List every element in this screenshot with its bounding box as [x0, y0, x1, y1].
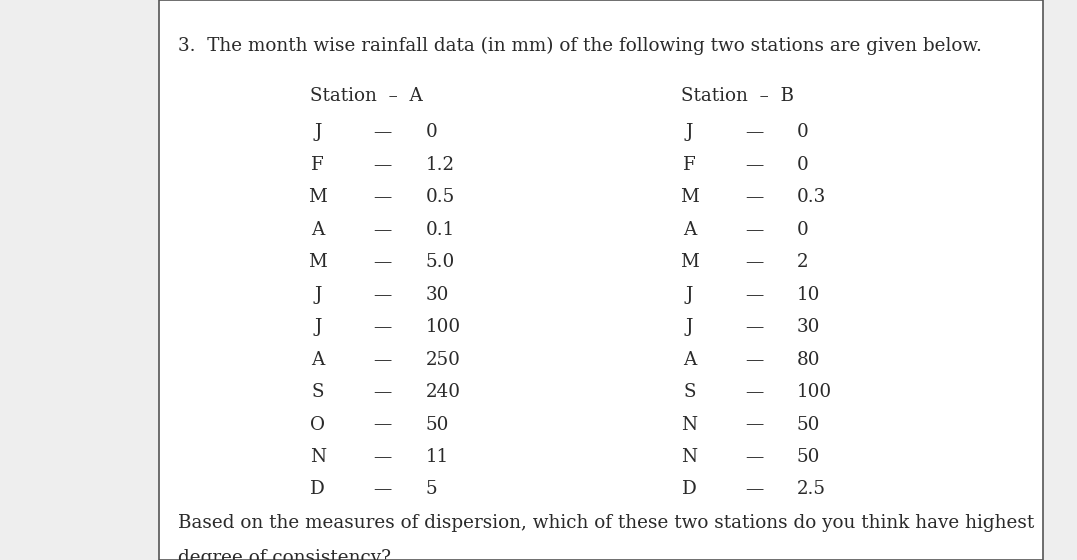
Text: J: J: [686, 286, 693, 304]
Text: A: A: [311, 351, 324, 368]
Text: 50: 50: [797, 416, 821, 433]
Text: 5.0: 5.0: [425, 253, 454, 271]
Text: 0: 0: [797, 123, 809, 141]
Text: O: O: [310, 416, 325, 433]
Text: Station  –  A: Station – A: [310, 87, 422, 105]
Text: 240: 240: [425, 383, 460, 401]
Text: —: —: [745, 286, 763, 304]
Text: 2: 2: [797, 253, 809, 271]
Text: F: F: [683, 156, 696, 174]
Text: —: —: [745, 416, 763, 433]
Text: 1.2: 1.2: [425, 156, 454, 174]
Text: —: —: [374, 480, 391, 498]
Text: —: —: [745, 253, 763, 271]
Text: J: J: [686, 318, 693, 336]
Text: 0: 0: [797, 156, 809, 174]
Text: —: —: [745, 383, 763, 401]
Text: 0.3: 0.3: [797, 188, 826, 206]
Text: —: —: [745, 156, 763, 174]
Text: A: A: [683, 351, 696, 368]
Text: F: F: [311, 156, 324, 174]
Text: —: —: [374, 318, 391, 336]
Text: N: N: [682, 416, 697, 433]
Text: N: N: [682, 448, 697, 466]
Text: J: J: [314, 123, 321, 141]
Text: —: —: [745, 318, 763, 336]
Text: 5: 5: [425, 480, 437, 498]
Text: —: —: [374, 221, 391, 239]
Text: M: M: [308, 188, 327, 206]
Text: 50: 50: [425, 416, 449, 433]
Text: 0: 0: [425, 123, 437, 141]
Text: —: —: [745, 188, 763, 206]
Text: N: N: [310, 448, 325, 466]
Text: A: A: [683, 221, 696, 239]
Text: —: —: [374, 253, 391, 271]
Text: Based on the measures of dispersion, which of these two stations do you think ha: Based on the measures of dispersion, whi…: [178, 514, 1034, 532]
Text: 11: 11: [425, 448, 449, 466]
Text: —: —: [374, 448, 391, 466]
Text: 2.5: 2.5: [797, 480, 826, 498]
FancyBboxPatch shape: [159, 0, 1043, 560]
Text: J: J: [686, 123, 693, 141]
Text: 0.1: 0.1: [425, 221, 454, 239]
Text: —: —: [374, 416, 391, 433]
Text: 30: 30: [797, 318, 821, 336]
Text: 100: 100: [797, 383, 833, 401]
Text: D: D: [682, 480, 697, 498]
Text: M: M: [680, 253, 699, 271]
Text: 3.  The month wise rainfall data (in mm) of the following two stations are given: 3. The month wise rainfall data (in mm) …: [178, 36, 981, 55]
Text: degree of consistency?: degree of consistency?: [178, 549, 391, 560]
Text: S: S: [683, 383, 696, 401]
Text: 100: 100: [425, 318, 461, 336]
Text: —: —: [374, 286, 391, 304]
Text: 0.5: 0.5: [425, 188, 454, 206]
Text: —: —: [745, 221, 763, 239]
Text: 80: 80: [797, 351, 821, 368]
Text: 250: 250: [425, 351, 460, 368]
Text: Station  –  B: Station – B: [682, 87, 794, 105]
Text: —: —: [745, 448, 763, 466]
Text: J: J: [314, 318, 321, 336]
Text: —: —: [374, 188, 391, 206]
Text: M: M: [680, 188, 699, 206]
Text: —: —: [745, 351, 763, 368]
Text: —: —: [374, 351, 391, 368]
Text: 50: 50: [797, 448, 821, 466]
Text: J: J: [314, 286, 321, 304]
Text: —: —: [374, 383, 391, 401]
Text: —: —: [745, 123, 763, 141]
Text: —: —: [374, 156, 391, 174]
Text: 10: 10: [797, 286, 821, 304]
Text: —: —: [745, 480, 763, 498]
Text: S: S: [311, 383, 324, 401]
Text: —: —: [374, 123, 391, 141]
Text: M: M: [308, 253, 327, 271]
Text: 0: 0: [797, 221, 809, 239]
Text: A: A: [311, 221, 324, 239]
Text: 30: 30: [425, 286, 449, 304]
Text: D: D: [310, 480, 325, 498]
